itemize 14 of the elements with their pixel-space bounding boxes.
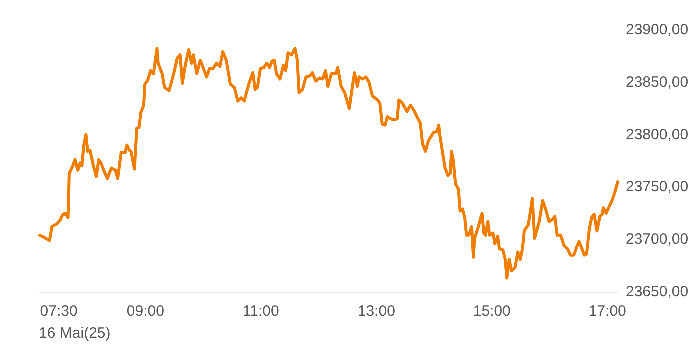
x-tick-label: 13:00 [358,303,396,320]
y-tick-label: 23850,00 [626,74,689,91]
x-tick-label: 17:00 [588,303,626,320]
y-tick-label: 23900,00 [626,22,689,38]
y-tick-label: 23800,00 [626,126,689,144]
x-tick-label: 11:00 [242,303,280,320]
text: 16 Mai(25) [39,325,111,342]
y-tick-label: 23750,00 [626,178,689,196]
y-tick-label: 23700,00 [626,231,689,248]
y-tick-label: 23650,00 [626,284,689,300]
line-series [38,47,620,280]
x-tick-label: 09:00 [126,303,164,320]
x-tick-label: 15:00 [473,303,511,320]
x-tick-label: 07:30 [40,303,78,320]
